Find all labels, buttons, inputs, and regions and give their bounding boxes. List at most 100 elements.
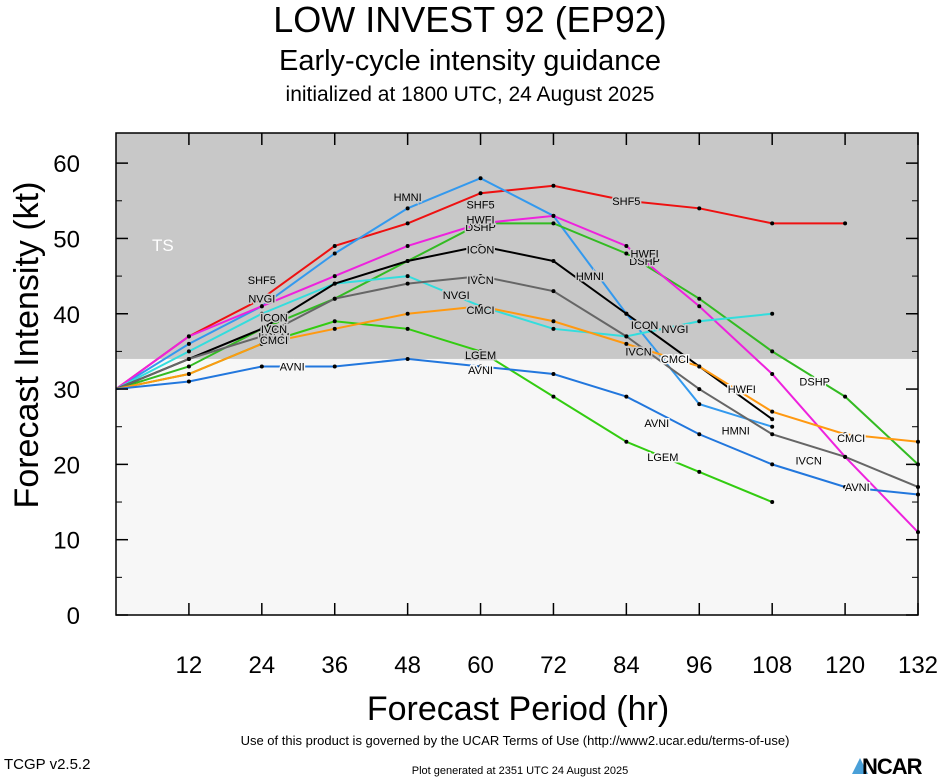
series-line-hwfi [115,214,919,533]
generated-time: Plot generated at 2351 UTC 24 August 202… [411,765,629,777]
data-point-ivcn [259,334,264,339]
data-point-shf5 [405,221,410,226]
below-ts-band [116,358,918,615]
data-point-shf5 [551,183,556,188]
data-point-avni [843,484,848,489]
series-label-avni: AVNI [468,365,493,377]
data-point-hmni [186,341,191,346]
data-point-hmni [405,206,410,211]
data-point-cmci [186,372,191,376]
data-point-avni [332,364,337,369]
y-tick-label: 10 [53,528,80,555]
series-line-avni [115,357,919,496]
init-time: initialized at 1800 UTC, 24 August 2025 [285,83,655,106]
x-tick-label: 84 [613,652,640,679]
data-point-shf5 [478,191,483,196]
data-point-dshp [697,296,702,301]
data-point-hwfi [186,334,191,339]
series-label-lgem: LGEM [465,350,496,362]
data-point-dshp [624,251,629,256]
data-point-hwfi [770,372,775,376]
series-label-icon: ICON [631,320,659,332]
data-point-hmni [770,424,775,429]
data-point-hmni [332,251,337,256]
series-line-nvgi [115,275,773,390]
series-label-dshp: DSHP [629,256,660,268]
data-point-lgem [405,326,410,331]
ts-band [116,133,918,359]
x-tick-label: 24 [248,652,275,679]
data-point-shf5 [259,296,264,301]
series-label-lgem: LGEM [258,331,289,343]
series-label-lgem: LGEM [647,452,678,464]
series-label-hwfi: HWFI [466,215,494,227]
x-tick-label: 96 [686,652,713,679]
series-label-hwfi: HWFI [728,384,756,396]
x-tick-label: 72 [540,652,567,679]
series-label-hmni: HMNI [394,192,422,204]
data-point-shf5 [624,198,629,203]
data-point-nvgi [697,319,702,324]
series-label-nvgi: NVGI [443,290,470,302]
series-label-hmni: HMNI [576,271,604,283]
series-label-ivcn: IVCN [625,346,651,358]
data-point-hwfi [332,274,337,279]
data-point-hwfi [624,243,629,248]
terms-of-use: Use of this product is governed by the U… [240,733,790,748]
chart-subtitle: Early-cycle intensity guidance [278,45,661,77]
data-point-ivcn [843,454,848,459]
data-point-cmci [770,409,775,414]
data-point-nvgi [259,311,264,316]
data-point-avni [697,432,702,437]
data-point-icon [770,417,775,422]
data-point-cmci [624,341,629,346]
data-point-cmci [843,432,848,437]
data-point-avni [186,379,191,384]
series-label-cmci: CMCI [661,354,689,366]
data-point-lgem [770,500,775,505]
y-tick-label: 30 [53,377,80,404]
chart-title: LOW INVEST 92 (EP92) [273,0,667,40]
x-tick-label: 12 [176,652,203,679]
data-point-avni [405,356,410,361]
series-label-icon: ICON [467,245,495,257]
data-point-icon [332,281,337,286]
series-label-ivcn: IVCN [467,275,493,287]
y-tick-label: 60 [53,151,80,178]
data-point-avni [551,372,556,376]
x-tick-label: 48 [394,652,421,679]
data-point-ivcn [624,334,629,339]
data-point-ivcn [478,274,483,279]
series-label-cmci: CMCI [260,335,288,347]
series-line-ivcn [115,275,919,488]
data-point-hwfi [405,243,410,248]
series-line-icon [115,244,773,420]
data-point-cmci [332,326,337,331]
data-point-nvgi [405,274,410,279]
data-point-cmci [259,341,264,346]
data-point-hwfi [697,304,702,309]
ncar-logo-icon [852,758,868,774]
data-point-hmni [478,176,483,181]
series-line-dshp [115,222,919,466]
data-point-shf5 [770,221,775,226]
series-label-dshp: DSHP [465,222,496,234]
data-point-shf5 [332,243,337,248]
data-point-cmci [405,311,410,316]
data-point-hmni [697,402,702,407]
y-tick-label: 0 [67,603,80,630]
data-point-lgem [551,394,556,399]
series-label-cmci: CMCI [837,433,865,445]
data-point-ivcn [186,356,191,361]
series-label-hmni: HMNI [722,425,750,437]
x-tick-label: 60 [467,652,494,679]
data-point-avni [259,364,264,369]
data-point-cmci [697,364,702,369]
plot-frame [115,132,919,616]
series-label-avni: AVNI [644,418,669,430]
data-point-hwfi [259,304,264,309]
data-point-shf5 [843,221,848,226]
data-point-avni [770,462,775,467]
data-point-dshp [770,349,775,354]
